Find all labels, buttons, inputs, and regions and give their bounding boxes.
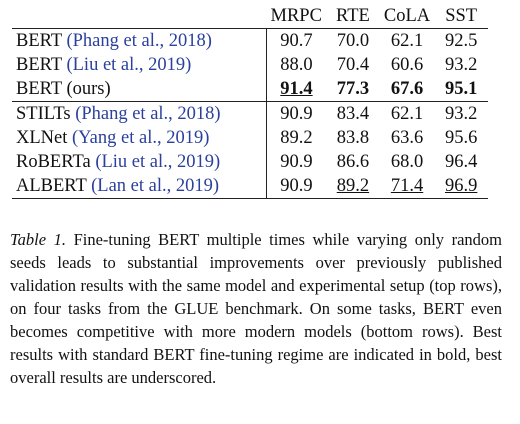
model-cell: STILTs (Phang et al., 2018) bbox=[12, 101, 267, 126]
model-name: BERT bbox=[16, 54, 62, 75]
score: 93.2 bbox=[444, 103, 478, 124]
score: 90.9 bbox=[280, 103, 313, 124]
score-cell: 95.6 bbox=[434, 126, 488, 150]
model-cell: BERT (Phang et al., 2018) bbox=[12, 28, 267, 53]
score: 90.7 bbox=[280, 30, 313, 51]
citation: (Yang et al., 2019) bbox=[72, 127, 210, 148]
score-cell: 96.9 bbox=[434, 174, 489, 199]
score: 71.4 bbox=[390, 175, 424, 196]
score-cell: 93.2 bbox=[434, 102, 488, 127]
citation: (Liu et al., 2019) bbox=[66, 54, 192, 75]
caption-label: Table 1. bbox=[10, 230, 67, 249]
table-row: STILTs (Phang et al., 2018) 90.9 83.4 62.1 9… bbox=[12, 101, 488, 127]
score-cell: 90.7 bbox=[267, 29, 326, 54]
score: 95.1 bbox=[444, 78, 478, 99]
caption-text: Fine-tuning BERT multiple times while va… bbox=[10, 230, 502, 387]
score: 60.6 bbox=[390, 54, 424, 75]
header-row: MRPC RTE CoLA SST bbox=[12, 4, 489, 29]
score-cell: 71.4 bbox=[379, 174, 435, 199]
score-cell: 70.0 bbox=[326, 29, 380, 54]
table-row: BERT (Liu et al., 2019) 88.0 70.4 60.6 93.2 bbox=[12, 53, 488, 77]
model-cell: BERT (ours) bbox=[12, 77, 267, 102]
score: 68.0 bbox=[390, 151, 424, 172]
score-cell: 92.5 bbox=[434, 29, 488, 54]
citation: (Phang et al., 2018) bbox=[75, 103, 221, 124]
score-cell: 91.4 bbox=[266, 77, 326, 102]
score: 67.6 bbox=[390, 78, 424, 99]
model-cell: XLNet (Yang et al., 2019) bbox=[12, 126, 267, 150]
score-cell: 63.6 bbox=[380, 126, 434, 150]
score-cell: 93.2 bbox=[434, 53, 488, 77]
citation: (Lan et al., 2019) bbox=[91, 175, 220, 196]
score: 90.9 bbox=[280, 175, 313, 196]
score: 91.4 bbox=[280, 78, 313, 99]
score-cell: 77.3 bbox=[325, 77, 380, 102]
score-cell: 90.9 bbox=[266, 174, 326, 199]
citation: (Liu et al., 2019) bbox=[95, 151, 221, 172]
column-header: CoLA bbox=[379, 4, 435, 29]
results-table: MRPC RTE CoLA SST BERT (Phang et al., 2018)… bbox=[12, 4, 489, 199]
table-row: ALBERT (Lan et al., 2019) 90.9 89.2 71.4 96.… bbox=[12, 174, 489, 199]
model-name: RoBERTa bbox=[16, 151, 91, 172]
score: 90.9 bbox=[280, 151, 313, 172]
table-row: BERT (Phang et al., 2018) 90.7 70.0 62.1 92.… bbox=[12, 28, 488, 54]
score-cell: 90.9 bbox=[267, 102, 326, 127]
score: 88.0 bbox=[280, 54, 313, 75]
score-cell: 95.1 bbox=[434, 77, 489, 102]
score-cell: 62.1 bbox=[380, 102, 434, 127]
column-header: SST bbox=[434, 4, 489, 29]
score-cell: 90.9 bbox=[267, 150, 326, 174]
table-row: BERT (ours) 91.4 77.3 67.6 95.1 bbox=[12, 77, 489, 102]
score-cell: 70.4 bbox=[326, 53, 380, 77]
model-cell: RoBERTa (Liu et al., 2019) bbox=[12, 150, 267, 174]
score-cell: 96.4 bbox=[434, 150, 488, 174]
column-header: RTE bbox=[325, 4, 380, 29]
score: 89.2 bbox=[280, 127, 313, 148]
score: 93.2 bbox=[444, 54, 478, 75]
model-cell: BERT (Liu et al., 2019) bbox=[12, 53, 267, 77]
table-row: RoBERTa (Liu et al., 2019) 90.9 86.6 68.0 96… bbox=[12, 150, 488, 174]
score: 86.6 bbox=[336, 151, 370, 172]
score: 62.1 bbox=[390, 30, 424, 51]
model-name: BERT bbox=[16, 30, 62, 51]
score: 70.4 bbox=[336, 54, 370, 75]
model-name: BERT (ours) bbox=[16, 78, 111, 99]
score-cell: 60.6 bbox=[380, 53, 434, 77]
score: 83.4 bbox=[336, 103, 370, 124]
score-cell: 67.6 bbox=[379, 77, 435, 102]
score: 83.8 bbox=[336, 127, 370, 148]
score-cell: 83.8 bbox=[326, 126, 380, 150]
score: 77.3 bbox=[336, 78, 370, 99]
score: 95.6 bbox=[444, 127, 478, 148]
score-cell: 89.2 bbox=[325, 174, 380, 199]
model-name: XLNet bbox=[16, 127, 68, 148]
model-cell: ALBERT (Lan et al., 2019) bbox=[12, 174, 267, 199]
score-cell: 86.6 bbox=[326, 150, 380, 174]
score: 62.1 bbox=[390, 103, 424, 124]
score: 70.0 bbox=[336, 30, 370, 51]
corner bbox=[12, 4, 267, 29]
score-cell: 89.2 bbox=[267, 126, 326, 150]
score-cell: 68.0 bbox=[380, 150, 434, 174]
score: 89.2 bbox=[336, 175, 370, 196]
score: 63.6 bbox=[390, 127, 424, 148]
score: 96.4 bbox=[444, 151, 478, 172]
score-cell: 62.1 bbox=[380, 29, 434, 54]
model-name: STILTs bbox=[16, 103, 71, 124]
score: 92.5 bbox=[444, 30, 478, 51]
model-name: ALBERT bbox=[16, 175, 87, 196]
column-header: MRPC bbox=[266, 4, 326, 29]
caption: Table 1. Fine-tuning BERT multiple times… bbox=[10, 228, 502, 389]
score: 96.9 bbox=[444, 175, 478, 196]
score-cell: 88.0 bbox=[267, 53, 326, 77]
citation: (Phang et al., 2018) bbox=[66, 30, 212, 51]
score-cell: 83.4 bbox=[326, 102, 380, 127]
table-row: XLNet (Yang et al., 2019) 89.2 83.8 63.6 95.… bbox=[12, 126, 488, 150]
